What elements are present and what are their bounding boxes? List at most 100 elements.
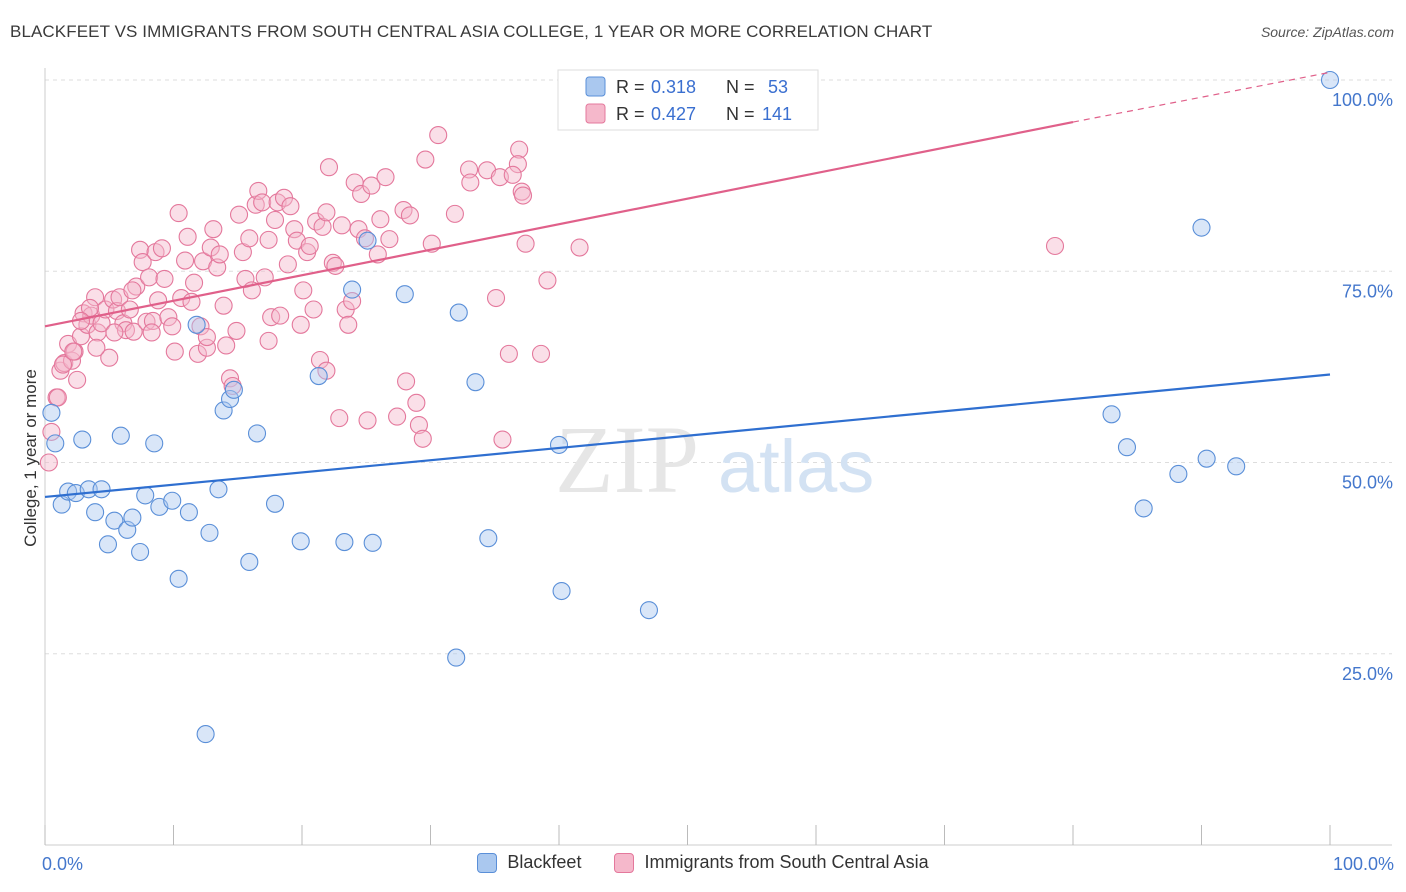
blue-point (196, 725, 215, 744)
y-tick-label: 25.0% (1342, 664, 1393, 684)
pink-point (137, 312, 156, 331)
pink-point (310, 350, 330, 370)
pink-point (317, 203, 336, 222)
pink-point (355, 229, 375, 248)
blue-point (363, 533, 382, 552)
blue-point (209, 480, 228, 499)
blue-point (92, 480, 111, 499)
pink-point (262, 308, 281, 327)
pink-point (178, 227, 197, 246)
blue-point (1197, 449, 1216, 468)
watermark-zip: ZIP (555, 406, 699, 513)
watermark: ZIP atlas (555, 406, 874, 513)
blue-point (200, 523, 219, 542)
legend-top-pink-swatch (585, 103, 606, 124)
pink-trend-line (44, 120, 1074, 328)
pink-point (100, 348, 119, 367)
blue-point (1169, 464, 1188, 484)
pink-point (339, 315, 358, 334)
blue-point (169, 569, 188, 588)
pink-point (271, 306, 290, 325)
pink-point (68, 370, 87, 389)
pink-point (445, 204, 464, 223)
pink-point (281, 197, 300, 216)
pink-point (358, 411, 377, 430)
pink-point (227, 321, 246, 340)
pink-point (86, 288, 105, 307)
blue-point (466, 373, 485, 392)
source-label: Source: ZipAtlas.com (1260, 24, 1394, 40)
blue-point (86, 503, 105, 522)
pink-point (197, 327, 216, 347)
pink-point (400, 206, 419, 225)
blue-point (179, 503, 198, 522)
pink-point (319, 158, 339, 177)
pink-point (291, 315, 310, 334)
pink-point (409, 415, 428, 435)
watermark-atlas: atlas (718, 425, 874, 508)
pink-point (87, 338, 106, 357)
pink-point (499, 344, 518, 363)
axes (44, 68, 1392, 846)
blue-point (214, 401, 233, 420)
pink-point (116, 321, 136, 340)
pink-point (240, 229, 259, 248)
blue-point (1227, 457, 1246, 476)
pink-point (330, 409, 349, 428)
blue-point (98, 535, 118, 554)
pink-point (229, 205, 249, 224)
pink-point (1045, 236, 1065, 256)
blue-point (552, 581, 571, 601)
blue-point (1102, 405, 1121, 424)
pink-point (380, 230, 399, 249)
blue-point (1117, 438, 1137, 457)
pink-point (204, 220, 223, 239)
blue-point (447, 648, 466, 667)
pink-point (165, 342, 184, 361)
pink-point (508, 155, 527, 174)
blue-point (479, 529, 498, 548)
legend-item-immigrants: Immigrants from South Central Asia (614, 852, 929, 873)
pink-point (304, 300, 323, 319)
pink-point (332, 216, 351, 235)
pink-point (53, 355, 73, 374)
pink-point (461, 173, 480, 192)
blue-point (123, 508, 142, 527)
pink-point (149, 291, 168, 310)
blue-point (187, 315, 206, 334)
pink-point (249, 181, 268, 200)
pink-point (155, 269, 174, 288)
blue-trend-line (44, 373, 1331, 499)
pink-point (39, 453, 58, 472)
blue-point (639, 601, 659, 620)
pink-point (105, 323, 124, 342)
pink-point (123, 281, 142, 300)
blue-point (145, 434, 164, 453)
blue-point (131, 542, 150, 562)
legend-label-blackfeet: Blackfeet (507, 852, 582, 872)
blue-point (46, 434, 65, 453)
blue-point (73, 430, 92, 449)
legend-top-n-value: 53 (768, 77, 788, 97)
pink-point (217, 336, 236, 355)
blue-point (335, 533, 354, 552)
x-tick-label-max: 100.0% (1333, 854, 1394, 874)
pink-point (326, 256, 345, 275)
legend-top: R = 0.318 N = 53 R = 0.427 N = 141 (557, 69, 819, 131)
pink-point (513, 186, 533, 205)
blue-point (42, 403, 61, 422)
pink-point (201, 238, 220, 257)
x-tick-label-min: 0.0% (42, 854, 83, 874)
pink-point (64, 342, 83, 361)
pink-point (278, 255, 297, 274)
pink-point (538, 271, 557, 290)
pink-point (429, 126, 448, 145)
legend-top-r-value: 0.318 (651, 77, 696, 97)
pink-point (169, 204, 188, 223)
pink-point (362, 176, 381, 195)
y-tick-label: 100.0% (1332, 90, 1393, 110)
pink-point (570, 238, 589, 257)
legend-label-immigrants: Immigrants from South Central Asia (644, 852, 929, 872)
blue-series-points (42, 70, 1340, 744)
